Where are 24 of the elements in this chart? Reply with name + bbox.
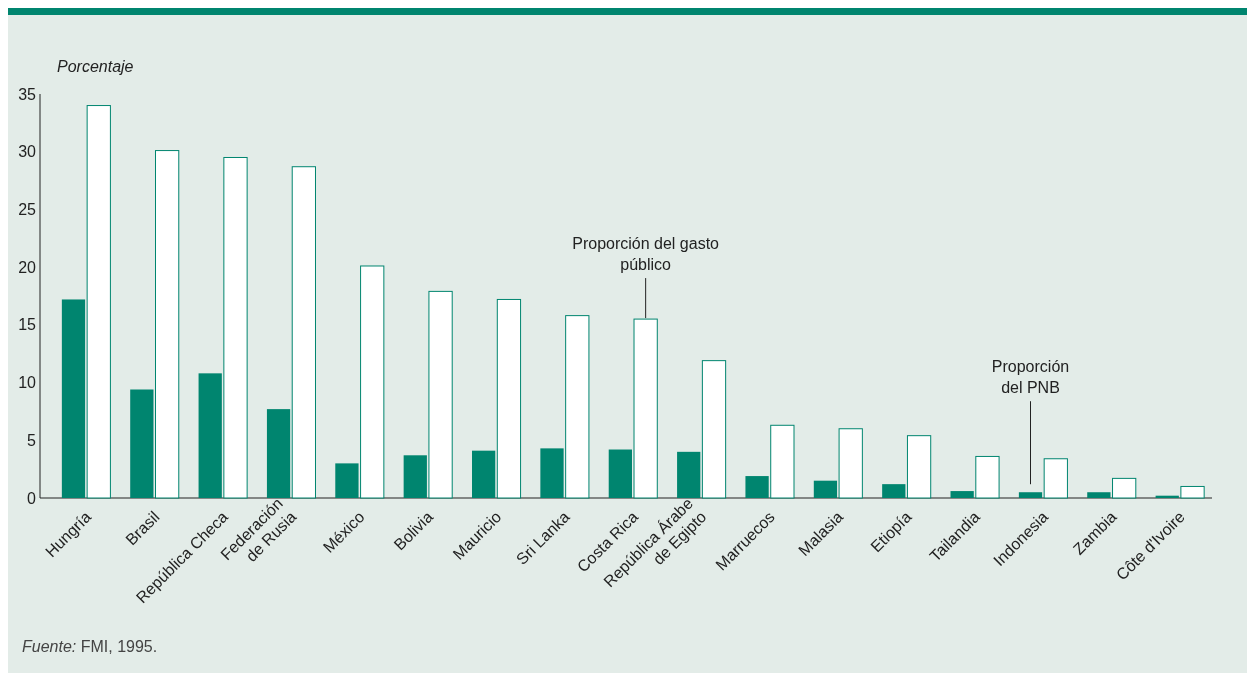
bar bbox=[266, 409, 291, 498]
bar bbox=[882, 484, 906, 498]
bar bbox=[1018, 492, 1043, 498]
y-tick-label: 5 bbox=[27, 431, 37, 449]
bar bbox=[677, 451, 701, 498]
bar bbox=[496, 298, 522, 499]
bar bbox=[130, 389, 154, 498]
y-tick-label: 30 bbox=[18, 143, 37, 161]
y-tick-label: 25 bbox=[18, 201, 37, 219]
y-tick-label: 0 bbox=[27, 489, 37, 507]
bar bbox=[472, 450, 496, 498]
y-tick-label: 35 bbox=[18, 85, 37, 103]
bar bbox=[155, 150, 180, 499]
source-note: Fuente: FMI, 1995. bbox=[22, 638, 158, 655]
bar bbox=[291, 166, 316, 499]
y-tick-label: 10 bbox=[18, 374, 37, 392]
bar bbox=[701, 360, 727, 499]
y-tick-label: 15 bbox=[18, 316, 37, 334]
annotation: Proporción del PNB bbox=[991, 358, 1070, 397]
annotation: Proporción del gasto público bbox=[572, 235, 720, 274]
y-axis-title: Porcentaje bbox=[57, 58, 134, 75]
bar bbox=[906, 435, 932, 499]
y-tick-label: 20 bbox=[18, 258, 37, 276]
bar bbox=[1043, 458, 1068, 499]
